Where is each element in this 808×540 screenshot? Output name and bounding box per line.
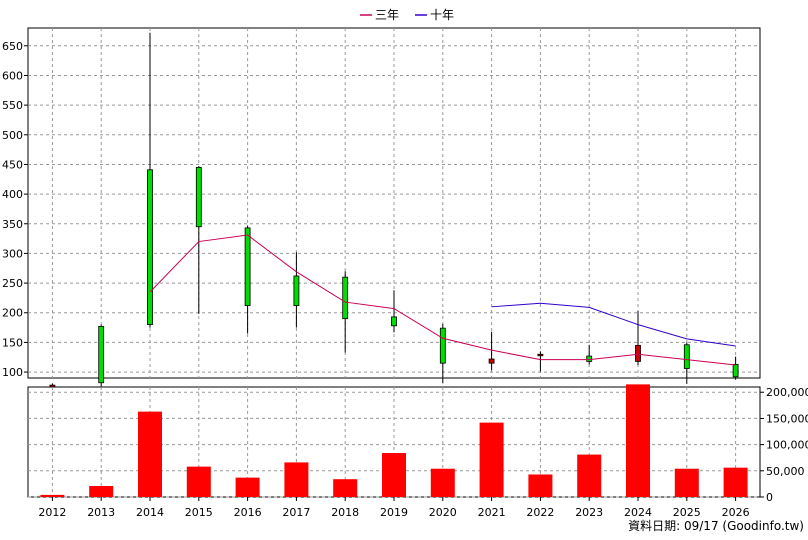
x-axis: 2012 2013 2014 2015 2016 2017 2018 2019 2020 2021… [38,497,750,519]
volume-bar [430,468,455,497]
volume-panel: 0 50,000 100,000 150,000 200,000 [27,384,808,504]
candle-body [683,344,690,369]
series-line-1 [149,234,736,366]
volume-tick-label: 150,000 [766,412,808,425]
volume-tick-label: 0 [766,491,773,504]
price-tick-label: 300 [2,247,23,260]
candle-body [439,327,446,364]
x-tick-label: 2017 [282,506,310,519]
x-tick-label: 2019 [380,506,408,519]
candle-body [391,316,397,327]
volume-bar [382,453,406,497]
price-panel: 100 150 200 250 300 350 400 450 500 550 600 650 [2,27,761,389]
price-tick-label: 600 [2,69,23,82]
volume-bar [528,474,553,497]
x-tick-label: 2020 [429,506,457,519]
price-tick-label: 450 [2,158,23,171]
volume-bar [138,411,162,497]
price-tick-label: 250 [2,277,23,290]
x-tick-label: 2015 [185,506,213,519]
volume-bar [333,479,358,497]
price-tick-label: 350 [2,218,23,231]
x-tick-label: 2018 [331,506,359,519]
volume-bar [723,467,748,497]
volume-bar [577,454,602,497]
x-tick-label: 2016 [234,506,262,519]
candle-body [342,276,349,320]
price-tick-label: 650 [2,40,23,53]
candle-body [537,353,544,357]
volume-bar [89,486,114,497]
volume-bar [235,477,260,497]
legend-label-2: 十年 [430,8,454,22]
volume-bar [284,462,309,497]
data-date-credit: 資料日期: 09/17 (Goodinfo.tw) [628,519,804,533]
legend-label-1: 三年 [375,8,399,22]
price-tick-label: 200 [2,307,23,320]
candle-body [244,227,251,307]
candle-body [488,358,495,364]
x-tick-label: 2022 [526,506,554,519]
series-line-2 [491,302,736,347]
x-tick-label: 2021 [478,506,506,519]
price-tick-label: 100 [2,366,23,379]
x-tick-label: 2025 [673,506,701,519]
legend: 三年 十年 [360,8,454,22]
x-tick-label: 2024 [624,506,652,519]
price-tick-label: 550 [2,99,23,112]
candle-body [732,363,739,378]
volume-bar [674,468,699,497]
volume-tick-label: 200,000 [766,386,808,399]
price-tick-label: 150 [2,336,23,349]
volume-bar [479,422,504,497]
volume-tick-label: 50,000 [766,465,805,478]
volume-bar [626,384,650,497]
volume-bar [186,466,211,497]
price-tick-label: 500 [2,129,23,142]
x-tick-label: 2013 [87,506,115,519]
candle-body [293,275,300,307]
x-tick-label: 2026 [722,506,750,519]
candle-body [147,169,153,326]
candle-body [98,325,105,384]
x-tick-label: 2012 [38,506,66,519]
candle-body [635,344,641,362]
candle-body [586,355,593,362]
volume-tick-label: 100,000 [766,439,808,452]
volume-bar [40,494,65,497]
x-tick-label: 2023 [575,506,603,519]
price-tick-label: 400 [2,188,23,201]
candle-body [195,167,202,228]
x-tick-label: 2014 [136,506,164,519]
